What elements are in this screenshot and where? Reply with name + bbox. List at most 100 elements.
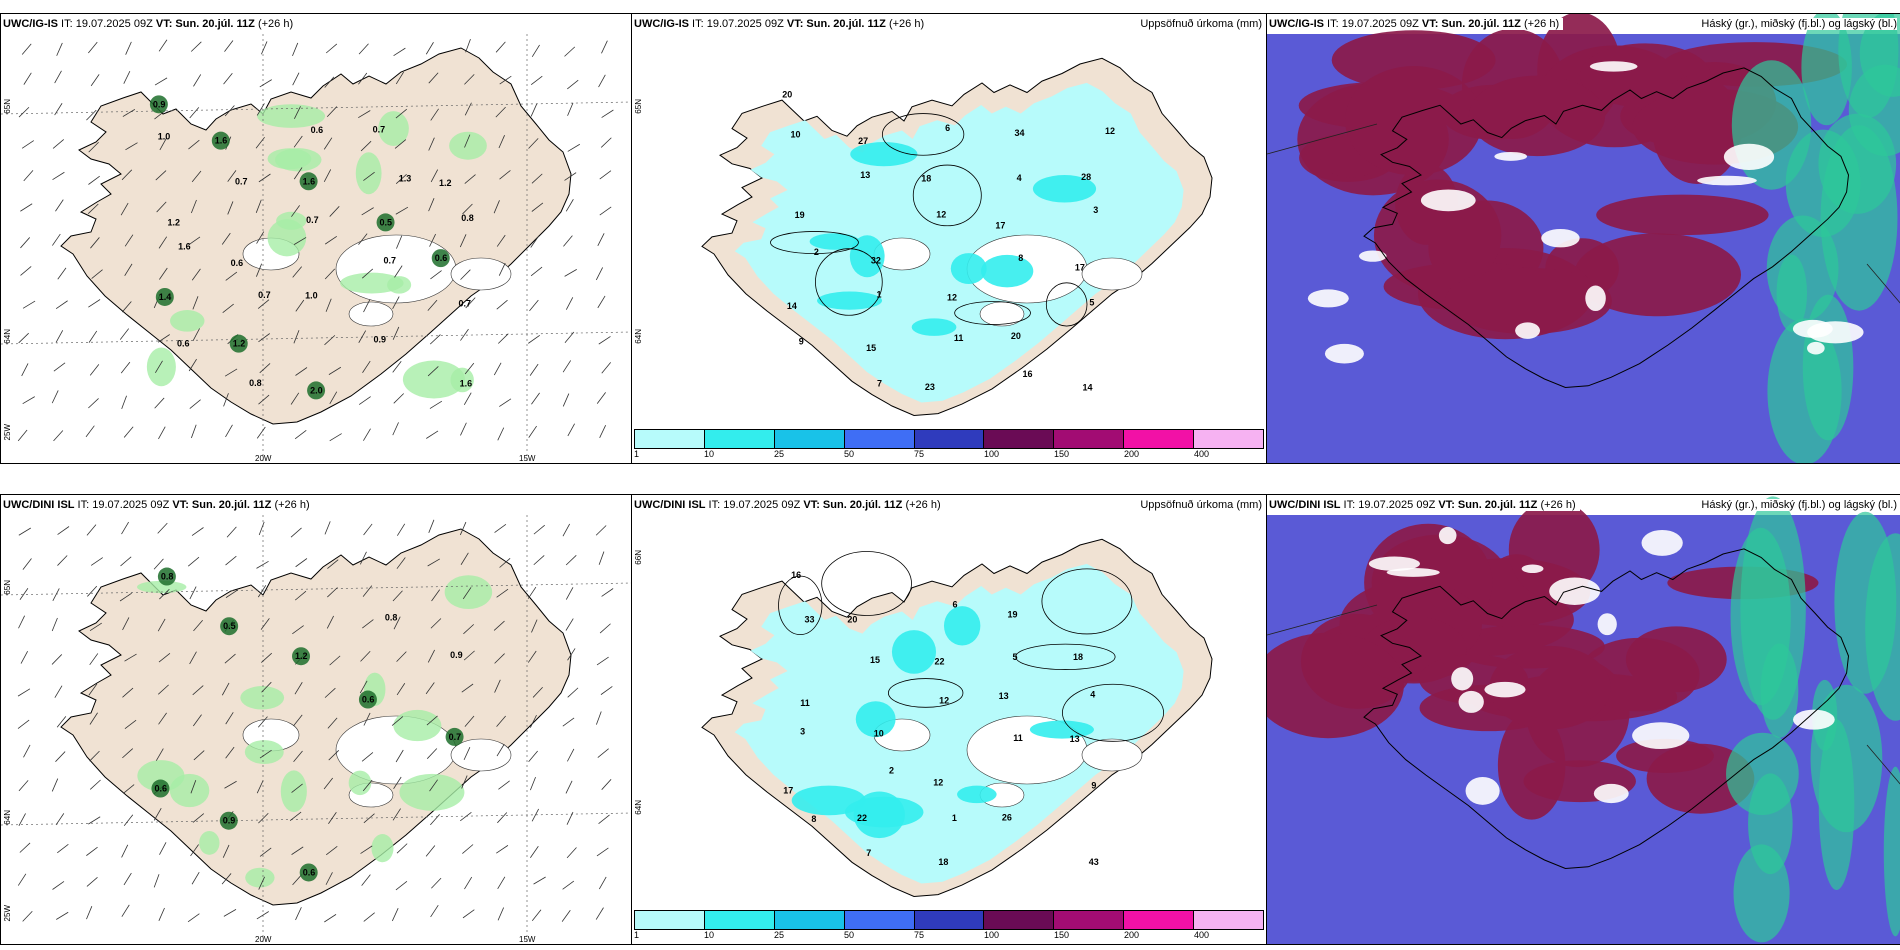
wind-barb [463,392,472,406]
clear-sky-patch [1465,776,1500,805]
wind-barb [601,109,614,118]
wind-barb [293,330,300,344]
wind-barb [158,712,167,725]
wind-barb [23,170,34,182]
wind-barb [293,714,303,727]
value-label: 4 [1090,690,1095,700]
wind-barb [358,396,371,405]
precip-blob [137,580,187,594]
value-label: 1.2 [439,178,452,188]
wind-barb [56,911,69,920]
latitude-line [1,812,631,826]
wind-barb [88,330,98,343]
clear-sky-patch [1807,321,1864,344]
wind-barb [193,619,203,632]
wind-barb [464,362,475,375]
value-label: 3 [800,727,805,737]
legend-swatch [844,911,915,929]
wind-barb [497,907,505,921]
wind-barb [89,712,98,725]
wind-barb [599,424,607,438]
wind-barb [256,231,265,244]
wind-barb [327,559,339,569]
value-label: 5 [1089,297,1094,307]
wind-barb [191,872,200,885]
wind-barb [258,333,270,343]
wind-barb [257,716,268,728]
wind-barb [124,653,137,662]
lat-label: 66N [634,550,643,565]
wind-barb [530,776,536,791]
value-label: 17 [1075,262,1085,272]
wind-barb [392,361,402,373]
wind-barb [533,524,545,535]
wind-barb [599,206,612,216]
wind-barb [191,527,204,536]
wind-barb [17,429,28,442]
value-label: 1.6 [460,378,473,388]
value-label: 1.2 [167,218,180,228]
wind-barb [496,588,509,598]
wind-barb [57,843,69,854]
value-label: 23 [925,382,935,392]
wind-barb [224,40,234,52]
wind-barb [57,526,70,535]
low-cloud-area [1865,533,1900,721]
wind-barb [19,588,29,600]
wind-barb [155,748,164,761]
wind-barb [21,140,34,149]
clear-sky-patch [1723,143,1775,170]
wind-barb [397,523,406,536]
wind-barb [598,551,605,565]
wind-barb [259,79,272,88]
wind-barb [192,813,205,823]
wind-barb [565,618,574,631]
wind-barb [363,712,371,726]
wind-barb [255,136,265,149]
value-label: 0.6 [177,339,190,349]
wind-barb [225,424,233,438]
wind-barb [396,235,403,249]
wind-barb [599,170,612,180]
value-label: 12 [933,778,943,788]
contour-line [1061,683,1165,742]
precip-blob [244,740,284,764]
value-label: 10 [791,130,801,140]
wind-barb [597,233,605,247]
wind-barb [396,651,407,662]
wind-barb [360,845,373,854]
wind-barb [528,750,538,762]
low-cloud-area [1883,766,1900,937]
wind-barb [598,336,611,345]
wind-barb [120,202,129,216]
legend-swatch [704,430,775,448]
wind-barb [391,716,404,726]
precip-map: 1620221313172218191811101226433315121198… [701,538,1213,898]
wind-barb [363,171,375,181]
wind-barb [430,169,439,183]
wind-barb [392,296,400,310]
wind-barb [51,778,59,792]
value-label: 11 [954,333,964,343]
wind-barb [294,106,301,120]
wind-barb [393,47,406,57]
wind-barb [497,812,508,824]
precip-core [149,95,168,114]
legend-tick: 50 [844,930,855,940]
wind-barb [561,910,571,922]
glacier [348,301,394,327]
wind-barb [291,783,303,793]
wind-barb [190,844,199,857]
wind-barb [121,521,129,535]
wind-barb [392,422,399,436]
wind-barb [497,876,506,890]
wind-barb [191,268,201,281]
wind-barb [363,912,375,922]
legend-swatch [1054,430,1125,448]
precip-blob [943,606,981,646]
wind-barb [464,174,476,184]
wind-barb [89,779,101,790]
clear-sky-patch [1438,526,1457,545]
wind-barb [396,557,406,569]
wind-barb [567,102,574,116]
